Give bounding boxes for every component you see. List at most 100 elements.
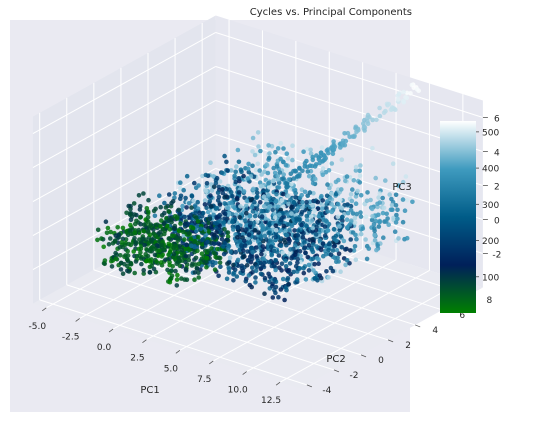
scatter-point xyxy=(252,235,258,240)
scatter-point xyxy=(217,202,223,207)
scatter-point xyxy=(211,174,216,179)
scatter-point xyxy=(180,229,186,235)
y-axis-label: PC2 xyxy=(326,354,345,365)
scatter-point xyxy=(303,250,308,256)
scatter-point xyxy=(325,147,331,152)
scatter-point xyxy=(373,175,379,181)
scatter-point xyxy=(203,172,209,178)
scatter-point xyxy=(404,197,410,203)
scatter-point xyxy=(314,224,319,230)
scatter-point xyxy=(276,294,281,300)
scatter-point xyxy=(287,261,293,266)
scatter-point xyxy=(257,168,263,173)
scatter-point xyxy=(217,260,223,265)
scatter-point xyxy=(172,195,177,201)
scatter-point xyxy=(234,274,240,279)
scatter-point xyxy=(377,105,382,111)
scatter-point xyxy=(197,210,202,215)
scatter-point xyxy=(289,223,295,229)
scatter-point xyxy=(395,207,400,213)
scatter-point xyxy=(102,258,108,263)
scatter-point xyxy=(350,134,355,139)
scatter-point xyxy=(118,267,124,272)
scatter-point xyxy=(128,217,134,222)
scatter-point xyxy=(266,155,272,161)
scatter-point xyxy=(358,214,364,219)
scatter-point xyxy=(235,147,241,153)
scatter-point xyxy=(320,166,326,171)
scatter-point xyxy=(137,207,143,212)
scatter-point xyxy=(313,162,319,167)
x-tick-label: 5.0 xyxy=(164,364,179,374)
scatter-point xyxy=(195,219,201,224)
scatter-point xyxy=(133,240,138,245)
scatter-point xyxy=(337,227,343,233)
scatter-point xyxy=(183,253,189,259)
scatter-point xyxy=(297,166,302,171)
scatter-point xyxy=(326,247,331,253)
scatter-point xyxy=(354,236,359,242)
scatter-point xyxy=(273,258,279,263)
scatter-point xyxy=(247,240,253,245)
scatter-point xyxy=(335,214,341,219)
gridline xyxy=(32,100,216,203)
scatter-point xyxy=(266,180,271,186)
scatter-point xyxy=(306,268,312,273)
scatter-points xyxy=(95,82,422,303)
scatter-point xyxy=(309,214,314,219)
scatter-point xyxy=(220,187,225,192)
scatter-point xyxy=(338,197,343,203)
scatter-point xyxy=(241,248,246,253)
scatter-point xyxy=(250,163,255,169)
scatter-point xyxy=(243,227,249,232)
scatter-point xyxy=(370,213,375,219)
scatter-point xyxy=(192,180,197,186)
gridline xyxy=(93,269,362,356)
scatter-point xyxy=(351,178,357,183)
scatter-point xyxy=(159,218,164,223)
scatter-point xyxy=(237,247,242,253)
scatter-point xyxy=(235,235,240,240)
gridline xyxy=(215,66,484,152)
scatter-point xyxy=(247,213,253,219)
scatter-point xyxy=(138,256,144,261)
scatter-point xyxy=(277,170,283,175)
scatter-point xyxy=(362,128,367,133)
scatter-point xyxy=(349,218,354,223)
scatter-point xyxy=(339,187,344,192)
colorbar-tick-label: 200 xyxy=(482,237,499,247)
z-tick-label: 0 xyxy=(494,216,500,226)
scatter-point xyxy=(127,212,133,218)
scatter-point xyxy=(179,247,185,253)
scatter-point xyxy=(330,151,336,157)
scatter-point xyxy=(258,148,263,154)
scatter-point xyxy=(322,233,328,238)
scatter-point xyxy=(240,268,246,274)
scatter-point xyxy=(267,274,273,279)
scatter-point xyxy=(401,98,406,104)
scatter-point xyxy=(273,223,279,228)
scatter-point xyxy=(214,205,220,211)
scatter-point xyxy=(404,235,410,241)
scatter-point xyxy=(233,249,238,255)
scatter-point xyxy=(308,147,313,153)
y-tick-label: 4 xyxy=(432,326,438,336)
scatter-point xyxy=(376,224,382,229)
scatter-point xyxy=(123,253,128,258)
scatter-point xyxy=(278,217,284,223)
scatter-point xyxy=(211,241,217,247)
scatter-point xyxy=(338,269,343,275)
scatter-point xyxy=(281,223,287,229)
scatter-point xyxy=(109,264,115,269)
scatter-point xyxy=(231,262,236,268)
scatter-point xyxy=(203,223,209,229)
scatter-point xyxy=(290,143,295,148)
scatter-point xyxy=(310,181,316,186)
z-tick-label: -2 xyxy=(492,250,501,260)
scatter-point xyxy=(364,256,370,262)
scatter-point xyxy=(272,215,278,220)
scatter-point xyxy=(323,251,329,257)
scatter-point xyxy=(263,219,268,225)
scatter-point xyxy=(106,242,112,247)
scatter-point xyxy=(224,159,229,165)
